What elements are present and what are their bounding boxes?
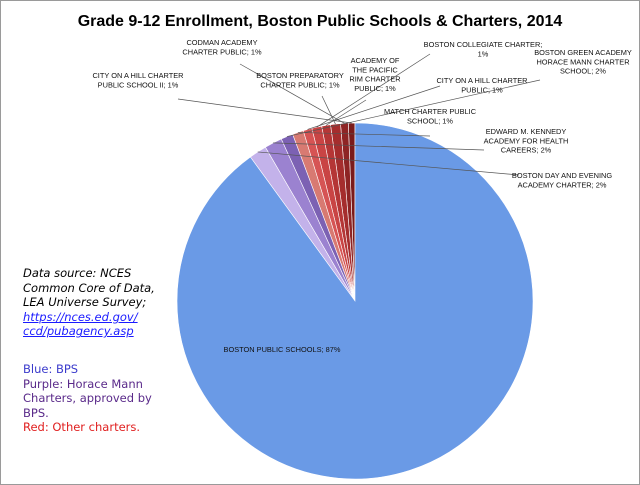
slice-label: ACADEMY OF THE PACIFIC RIM CHARTER PUBLIC; … bbox=[349, 56, 400, 93]
source-line: LEA Universe Survey; bbox=[23, 295, 147, 310]
slice-label-line: BOSTON DAY AND EVENING bbox=[512, 171, 612, 180]
slice-label-line: CITY ON A HILL CHARTER bbox=[92, 71, 183, 80]
source-link-line: https://nces.ed.gov/ bbox=[23, 309, 138, 324]
slice-label-line: CHARTER PUBLIC; 1% bbox=[260, 80, 340, 89]
slice-label-line: PUBLIC; 1% bbox=[354, 84, 396, 93]
pie-slices bbox=[176, 122, 534, 480]
leader-line bbox=[177, 98, 352, 124]
leader-line bbox=[286, 79, 541, 137]
leader-line bbox=[297, 132, 431, 137]
slice-label: BOSTON PREPARATORY CHARTER PUBLIC; 1% bbox=[256, 71, 344, 89]
slice-label: EDWARD M. KENNEDY ACADEMY FOR HEALTH CAREE… bbox=[484, 127, 569, 155]
slice-label-line: THE PACIFIC bbox=[352, 65, 398, 74]
slice-label: BOSTON DAY AND EVENING ACADEMY CHARTER; 2… bbox=[512, 171, 612, 189]
slice-label: CITY ON A HILL CHARTER PUBLIC; 1% bbox=[436, 76, 527, 94]
slice-label: BOSTON PUBLIC SCHOOLS; 87% bbox=[224, 345, 341, 354]
source-line: Data source: NCES bbox=[23, 266, 132, 280]
slice-label: BOSTON GREEN ACADEMY HORACE MANN CHARTER S… bbox=[534, 48, 632, 76]
slice-labels: CITY ON A HILL CHARTER PUBLIC SCHOOL II; … bbox=[92, 38, 631, 354]
pie-slice bbox=[176, 122, 534, 480]
leader-line bbox=[307, 85, 441, 130]
slice-label-line: ACADEMY OF bbox=[351, 56, 400, 65]
source-link-line: ccd/pubagency.asp bbox=[23, 324, 134, 339]
slice-label-line: SCHOOL; 1% bbox=[407, 116, 453, 125]
slice-label: BOSTON COLLEGIATE CHARTER; 1% bbox=[424, 40, 543, 58]
legend-note: Charters, approved by bbox=[23, 391, 152, 406]
leader-lines bbox=[177, 53, 541, 176]
leader-line bbox=[273, 142, 485, 151]
color-legend-notes: Blue: BPS Purple: Horace Mann Charters, ap… bbox=[23, 362, 152, 435]
slice-label-line: ACADEMY CHARTER; 2% bbox=[518, 180, 607, 189]
slice-label-line: BOSTON COLLEGIATE CHARTER; bbox=[424, 40, 543, 49]
source-link[interactable]: https://nces.ed.gov/ ccd/pubagency.asp bbox=[23, 310, 155, 339]
slice-label-line: CAREERS; 2% bbox=[501, 146, 552, 155]
leader-line bbox=[239, 63, 345, 124]
slice-label: MATCH CHARTER PUBLIC SCHOOL; 1% bbox=[384, 107, 477, 125]
slice-label-line: BOSTON PUBLIC SCHOOLS; 87% bbox=[224, 345, 341, 354]
slice-label-line: PUBLIC; 1% bbox=[461, 85, 503, 94]
legend-note: Purple: Horace Mann bbox=[23, 376, 143, 391]
slice-label-line: BOSTON PREPARATORY bbox=[256, 71, 344, 80]
legend-note: Red: Other charters. bbox=[23, 420, 141, 435]
slice-label-line: BOSTON GREEN ACADEMY bbox=[534, 48, 632, 57]
leader-line bbox=[257, 151, 520, 176]
slice-label-line: 1% bbox=[478, 49, 489, 58]
slice-label-line: HORACE MANN CHARTER bbox=[536, 57, 629, 66]
slice-label-line: PUBLIC SCHOOL II; 1% bbox=[98, 80, 179, 89]
slice-label-line: ACADEMY FOR HEALTH bbox=[484, 136, 569, 145]
slice-label-line: MATCH CHARTER PUBLIC bbox=[384, 107, 477, 116]
leader-line bbox=[316, 53, 431, 128]
slice-label: CODMAN ACADEMY CHARTER PUBLIC; 1% bbox=[182, 38, 262, 56]
source-line: Common Core of Data, bbox=[23, 280, 155, 295]
legend-note: BPS. bbox=[23, 405, 49, 420]
slice-label-line: SCHOOL; 2% bbox=[560, 67, 606, 76]
slice-label-line: EDWARD M. KENNEDY bbox=[486, 127, 567, 136]
legend-note: Blue: BPS bbox=[23, 362, 79, 376]
slice-label-line: CHARTER PUBLIC; 1% bbox=[182, 47, 262, 56]
slice-label-line: CITY ON A HILL CHARTER bbox=[436, 76, 527, 85]
leader-line bbox=[321, 95, 336, 125]
slice-label-line: RIM CHARTER bbox=[349, 75, 400, 84]
slice-label-line: CODMAN ACADEMY bbox=[186, 38, 257, 47]
data-source-note: Data source: NCES Common Core of Data, L… bbox=[23, 266, 155, 339]
slice-label: CITY ON A HILL CHARTER PUBLIC SCHOOL II; … bbox=[92, 71, 183, 89]
chart-title: Grade 9-12 Enrollment, Boston Public Sch… bbox=[78, 13, 563, 30]
